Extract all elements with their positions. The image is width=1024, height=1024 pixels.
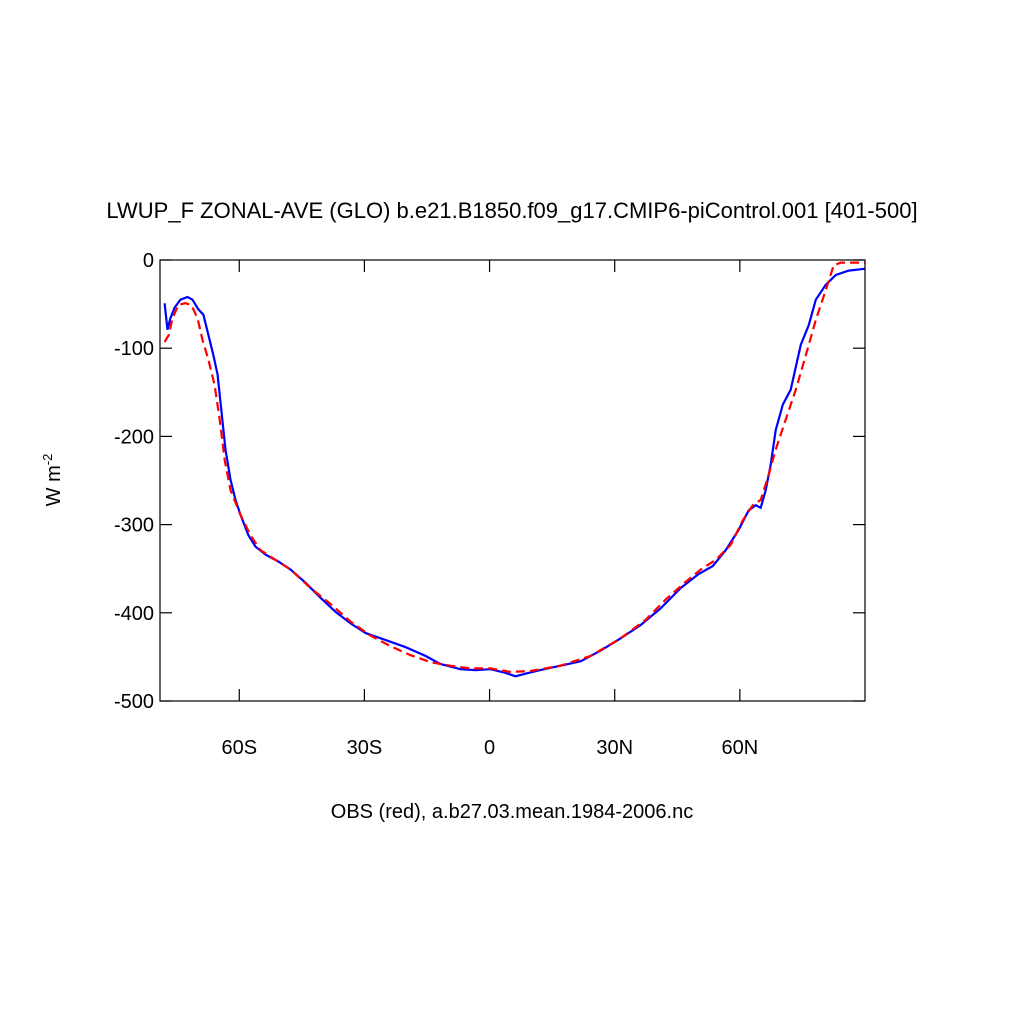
- plot-frame: [159, 259, 866, 702]
- y-tick-label: -300: [114, 515, 154, 537]
- y-tick-label: -100: [114, 338, 154, 360]
- x-tick-label: 0: [484, 737, 495, 759]
- x-tick-label: 30N: [596, 737, 633, 759]
- y-axis-label: W m-2: [40, 454, 65, 507]
- y-tick-label: -500: [114, 691, 154, 713]
- x-tick-label: 60S: [221, 737, 257, 759]
- y-axis-label-exponent: -2: [40, 454, 55, 466]
- series-line: [163, 261, 865, 674]
- x-tick-label: 30S: [347, 737, 383, 759]
- x-tick-label: 60N: [722, 737, 759, 759]
- y-tick-label: -400: [114, 603, 154, 625]
- chart-title: LWUP_F ZONAL-AVE (GLO) b.e21.B1850.f09_g…: [106, 198, 917, 223]
- y-tick-label: 0: [143, 250, 154, 272]
- series-line: [163, 267, 865, 678]
- y-axis-label-text: W m: [43, 465, 65, 506]
- y-tick-label: -200: [114, 426, 154, 448]
- x-axis-label: OBS (red), a.b27.03.mean.1984-2006.nc: [331, 801, 693, 823]
